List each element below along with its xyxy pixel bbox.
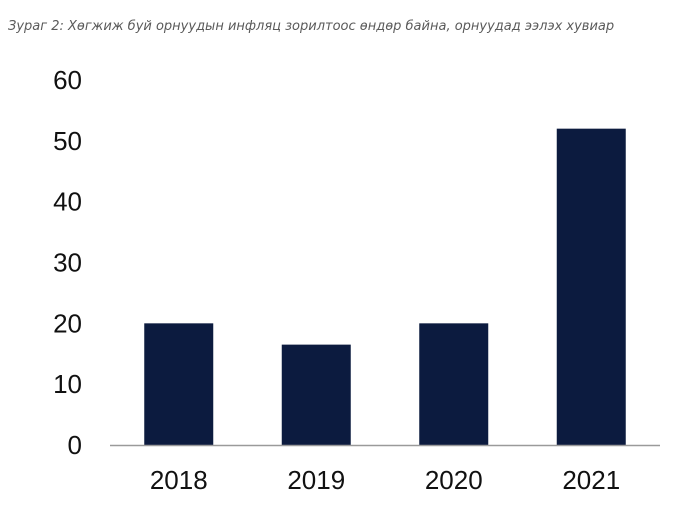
y-tick-label: 20 xyxy=(53,308,82,338)
x-tick-label: 2020 xyxy=(425,465,483,495)
x-axis-ticks: 2018 2019 2020 2021 xyxy=(150,465,620,495)
y-tick-label: 10 xyxy=(53,369,82,399)
y-tick-label: 30 xyxy=(53,248,82,278)
bar-2018 xyxy=(144,323,214,445)
y-axis-ticks: 0 10 20 30 40 50 60 xyxy=(53,65,82,460)
bar-2020 xyxy=(419,323,489,445)
x-tick-label: 2018 xyxy=(150,465,208,495)
x-tick-label: 2021 xyxy=(562,465,620,495)
y-tick-label: 60 xyxy=(53,65,82,95)
y-tick-label: 0 xyxy=(68,430,82,460)
x-tick-label: 2019 xyxy=(287,465,345,495)
bars-group xyxy=(144,128,626,445)
bar-2021 xyxy=(556,128,626,445)
y-tick-label: 50 xyxy=(53,126,82,156)
chart-caption: Зураг 2: Хөгжиж буй орнуудын инфляц зори… xyxy=(8,19,615,34)
bar-2019 xyxy=(281,344,351,445)
y-tick-label: 40 xyxy=(53,187,82,217)
